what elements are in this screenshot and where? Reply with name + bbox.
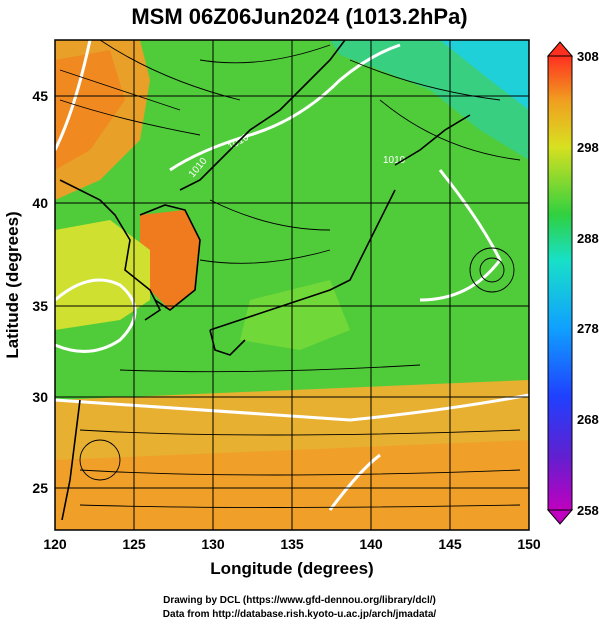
x-tick-label: 120: [43, 536, 67, 552]
streamline: [59, 69, 181, 111]
map-title: MSM 06Z06Jun2024 (1013.2hPa): [131, 4, 468, 29]
hot-northwest: [55, 50, 125, 170]
gridlines: [55, 40, 529, 530]
streamline: [99, 40, 241, 101]
x-axis: 120 125 130 135 140 145 150 Longitude (d…: [43, 536, 541, 578]
x-tick-label: 150: [517, 536, 541, 552]
streamline: [469, 247, 515, 293]
yellowsea-region: [55, 220, 150, 330]
x-tick-label: 125: [122, 536, 146, 552]
x-tick-label: 140: [359, 536, 383, 552]
isobar-line: [328, 453, 381, 511]
streamlines: [59, 40, 521, 508]
colorbar-label: 308: [577, 49, 599, 64]
cold-region: [440, 40, 529, 110]
coastline-mainland: [179, 40, 346, 191]
y-tick-label: 45: [32, 88, 48, 104]
isobar-line: [55, 278, 137, 353]
streamline: [79, 429, 521, 436]
coastline-taiwan: [61, 399, 81, 521]
y-tick-label: 30: [32, 389, 48, 405]
korea-land: [140, 210, 200, 310]
x-tick-label: 135: [280, 536, 304, 552]
streamline: [79, 469, 521, 476]
y-tick-label: 35: [32, 298, 48, 314]
credit-data: Data from http://database.rish.kyoto-u.a…: [162, 609, 437, 620]
isobar-line: [55, 393, 529, 422]
plot-frame: [54, 39, 530, 531]
y-axis-label: Latitude (degrees): [3, 211, 22, 358]
streamline: [79, 504, 521, 508]
x-tick-label: 130: [201, 536, 225, 552]
isobar-line: [55, 40, 92, 151]
colorbar-bar: [547, 55, 573, 511]
y-tick-label: 25: [32, 480, 48, 496]
contour-label: 1010: [383, 155, 406, 166]
y-axis: 25 30 35 40 45 Latitude (degrees): [3, 88, 48, 496]
streamline: [59, 99, 201, 136]
y-tick-label: 40: [32, 195, 48, 211]
colorbar-bottom-triangle: [546, 509, 574, 525]
colorbar-top-triangle: [546, 41, 574, 57]
streamline: [79, 439, 121, 481]
colorbar-label: 288: [577, 231, 599, 246]
credit-drawing: Drawing by DCL (https://www.gfd-dennou.o…: [163, 595, 436, 606]
streamline: [379, 99, 521, 161]
streamline: [119, 364, 421, 373]
streamline: [209, 199, 331, 231]
x-tick-label: 145: [438, 536, 462, 552]
isobars: [55, 40, 529, 511]
coastline-korea: [139, 204, 201, 311]
streamline: [349, 59, 501, 101]
streamline: [479, 257, 505, 283]
x-axis-label: Longitude (degrees): [210, 559, 373, 578]
coastline-hokkaido: [394, 114, 471, 166]
colorbar-label: 298: [577, 140, 599, 155]
isobar-line: [169, 43, 401, 172]
colorbar-label: 258: [577, 503, 599, 518]
coastline-honshu: [209, 189, 396, 331]
colorbar-label: 268: [577, 412, 599, 427]
colorbar: 308 298 288 278 268 258: [546, 41, 599, 525]
land-japan: [240, 280, 350, 350]
colorbar-label: 278: [577, 321, 599, 336]
